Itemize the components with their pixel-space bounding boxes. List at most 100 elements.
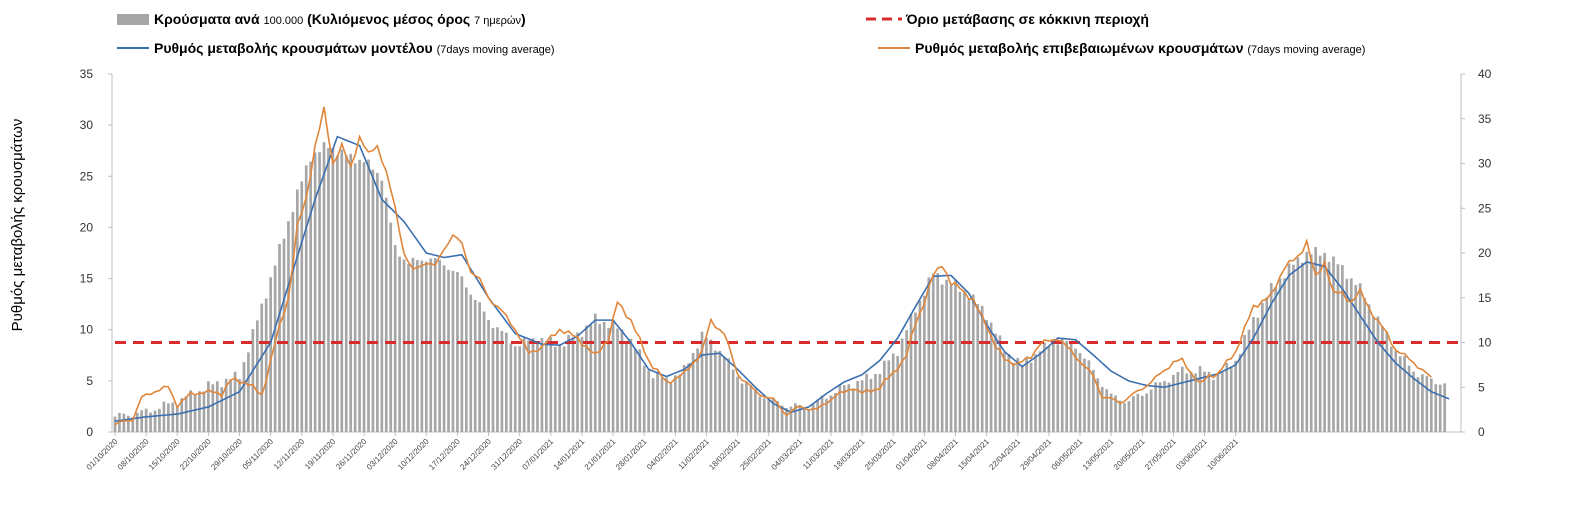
bar	[478, 302, 481, 432]
bar	[1078, 352, 1082, 432]
bar	[967, 298, 971, 432]
bar	[398, 256, 401, 432]
bar	[945, 279, 948, 432]
bar	[238, 379, 241, 432]
bar	[731, 369, 735, 432]
bar	[1083, 358, 1086, 432]
y-tick-label: 15	[80, 272, 94, 286]
bar	[1060, 338, 1064, 432]
bar	[509, 343, 513, 432]
bar	[487, 319, 490, 432]
x-tick-label: 21/01/2021	[583, 437, 618, 472]
bar	[473, 300, 477, 432]
y-ticks-right: 0 5 10 15 20 25 30 35 40	[1461, 67, 1492, 439]
y2-tick-label: 30	[1478, 157, 1492, 171]
bar	[1123, 403, 1126, 432]
bar	[651, 378, 655, 432]
bar	[936, 273, 940, 432]
y2-tick-label: 25	[1478, 201, 1492, 215]
bar	[691, 352, 695, 432]
bar	[1341, 265, 1344, 432]
bar	[376, 172, 379, 432]
x-tick-label: 29/10/2020	[209, 437, 244, 472]
bar	[247, 352, 250, 432]
bar	[963, 291, 966, 432]
bar	[402, 259, 406, 432]
bar	[1265, 297, 1269, 432]
bar	[416, 260, 419, 432]
x-tick-label: 22/04/2021	[987, 437, 1022, 472]
bar	[242, 362, 246, 432]
bar	[1438, 384, 1442, 432]
bar	[144, 408, 148, 432]
x-tick-label: 31/12/2020	[489, 437, 524, 472]
bar	[353, 163, 357, 432]
bar	[322, 142, 326, 432]
x-tick-label: 11/03/2021	[801, 437, 836, 472]
bar	[380, 180, 384, 432]
bar	[549, 337, 553, 432]
bar	[580, 336, 584, 432]
y2-tick-label: 5	[1478, 380, 1485, 394]
bar	[1292, 264, 1295, 432]
bar	[1394, 351, 1398, 432]
bar	[540, 338, 544, 432]
bar	[633, 349, 637, 432]
bar	[180, 398, 184, 432]
x-tick-label: 22/10/2020	[178, 437, 213, 472]
bar	[673, 375, 677, 432]
y-tick-label: 5	[86, 374, 93, 388]
bar	[958, 291, 962, 432]
series-line-model	[114, 135, 1450, 423]
bar	[553, 346, 557, 432]
bar	[1092, 369, 1095, 432]
bar	[1212, 379, 1215, 432]
bar	[371, 169, 375, 432]
bar	[762, 398, 766, 432]
bar	[883, 360, 886, 432]
bar	[1327, 261, 1331, 432]
bar	[1203, 371, 1206, 432]
bar	[1154, 382, 1157, 432]
bar	[696, 348, 699, 432]
bar	[687, 363, 690, 432]
bar	[1225, 362, 1229, 432]
bar	[527, 340, 530, 432]
bar	[1367, 304, 1371, 432]
bar	[1109, 393, 1113, 432]
bar	[1385, 331, 1389, 432]
bar	[349, 153, 353, 433]
bar	[211, 384, 215, 432]
bar	[362, 162, 366, 432]
bar	[1029, 362, 1033, 432]
bar	[736, 376, 739, 432]
legend-item-threshold: Όριο μετάβασης σε κόκκινη περιοχή	[866, 11, 1149, 27]
bar	[384, 197, 388, 432]
x-tick-label: 03/06/2021	[1174, 437, 1209, 472]
bar	[1216, 374, 1220, 432]
bar-series	[113, 142, 1446, 433]
y-ticks-left: 0 5 10 15 20 25 30 35	[80, 67, 112, 439]
y2-tick-label: 0	[1478, 425, 1485, 439]
bar	[923, 295, 926, 432]
x-tick-label: 12/11/2020	[272, 437, 307, 472]
bar	[802, 407, 806, 432]
bar	[344, 155, 348, 432]
bar	[1247, 329, 1251, 432]
bar	[304, 165, 308, 432]
x-tick-label: 26/11/2020	[334, 437, 369, 472]
bar	[127, 415, 130, 432]
bar	[505, 332, 508, 432]
bar	[1047, 345, 1051, 432]
bar	[1243, 334, 1246, 432]
bar	[776, 401, 779, 432]
bar	[1301, 262, 1304, 432]
bar	[1158, 382, 1162, 432]
bar	[767, 399, 771, 432]
bar	[522, 337, 526, 432]
bar	[994, 333, 997, 432]
bar	[602, 321, 606, 432]
x-tick-label: 01/04/2021	[894, 437, 929, 472]
bar	[758, 396, 762, 432]
